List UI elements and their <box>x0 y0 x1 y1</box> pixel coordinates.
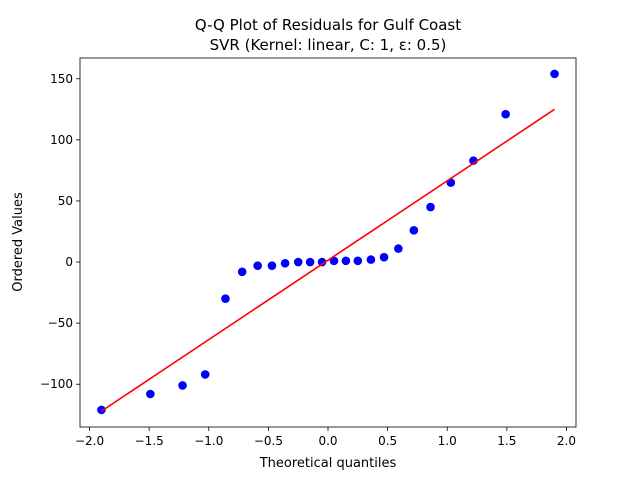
x-tick-label: −2.0 <box>75 434 104 448</box>
y-tick-label: 150 <box>50 72 73 86</box>
x-axis-label: Theoretical quantiles <box>259 456 397 471</box>
reference-line <box>101 108 555 412</box>
data-point <box>293 257 303 267</box>
x-tick-label: −1.5 <box>135 434 164 448</box>
data-point <box>178 381 187 390</box>
y-axis-label: Ordered Values <box>11 192 26 292</box>
data-point <box>146 389 155 399</box>
data-point <box>501 109 510 119</box>
data-point <box>550 69 559 79</box>
x-tick-label: 0.0 <box>318 434 337 448</box>
x-tick-label: −0.5 <box>254 434 283 448</box>
data-point <box>341 256 351 266</box>
x-tick-label: −1.0 <box>194 434 223 448</box>
data-point <box>267 261 277 271</box>
y-tick-label: 50 <box>58 194 73 208</box>
data-point <box>280 258 290 268</box>
data-point <box>353 256 363 266</box>
data-point <box>379 252 389 262</box>
data-point <box>366 255 376 264</box>
y-tick-label: 0 <box>65 255 73 269</box>
data-point <box>237 267 247 277</box>
y-tick-label: 100 <box>50 133 73 147</box>
data-point <box>409 225 419 235</box>
data-point <box>305 257 315 267</box>
data-point <box>394 244 403 253</box>
data-point <box>253 261 262 271</box>
x-tick-label: 1.0 <box>438 434 457 448</box>
plot-area: −2.0 −1.5 −1.0 −0.5 0.0 0.5 1.0 1.5 2.0 −100 −50 0 5… <box>40 57 577 448</box>
x-tick-label: 2.0 <box>557 434 576 448</box>
x-tick-label: 0.5 <box>378 434 397 448</box>
chart-title-line-1: Q-Q Plot of Residuals for Gulf Coast <box>195 16 461 34</box>
data-point <box>221 294 230 304</box>
x-tick-label: 1.5 <box>497 434 516 448</box>
data-point <box>329 256 339 266</box>
y-tick-label: −50 <box>48 316 73 330</box>
data-point <box>317 257 327 267</box>
y-tick-label: −100 <box>40 377 73 391</box>
data-point <box>200 370 210 379</box>
chart-title-line-2: SVR (Kernel: linear, C: 1, ε: 0.5) <box>210 36 447 54</box>
data-point <box>97 405 106 415</box>
data-point <box>426 202 435 212</box>
